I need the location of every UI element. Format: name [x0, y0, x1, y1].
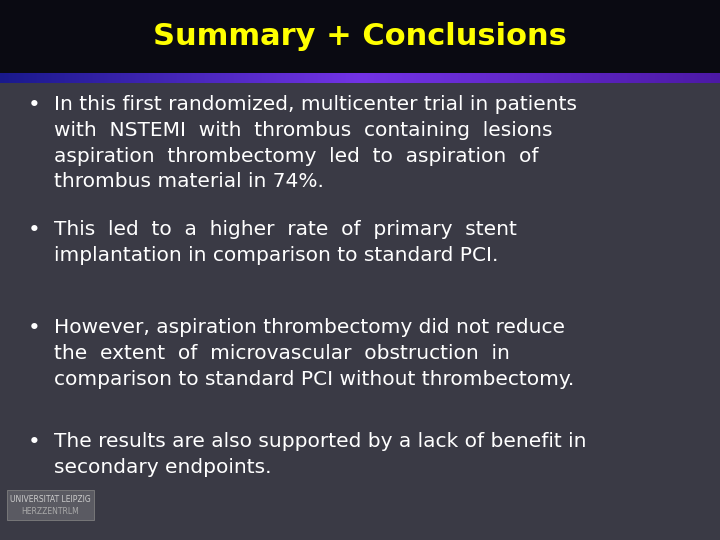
Text: thrombus material in 74%.: thrombus material in 74%. [54, 172, 324, 191]
Text: This  led  to  a  higher  rate  of  primary  stent: This led to a higher rate of primary ste… [54, 220, 517, 239]
Bar [7, 490, 94, 520]
Text: •: • [27, 432, 40, 452]
Text: The results are also supported by a lack of benefit in: The results are also supported by a lack… [54, 432, 587, 451]
Text: •: • [27, 95, 40, 115]
Text: •: • [27, 318, 40, 338]
Text: However, aspiration thrombectomy did not reduce: However, aspiration thrombectomy did not… [54, 318, 565, 337]
Text: HERZZENTRLM: HERZZENTRLM [22, 508, 79, 516]
Text: with  NSTEMI  with  thrombus  containing  lesions: with NSTEMI with thrombus containing les… [54, 121, 552, 140]
Text: secondary endpoints.: secondary endpoints. [54, 458, 271, 477]
Text: comparison to standard PCI without thrombectomy.: comparison to standard PCI without throm… [54, 369, 575, 389]
Text: the  extent  of  microvascular  obstruction  in: the extent of microvascular obstruction … [54, 344, 510, 363]
Text: In this first randomized, multicenter trial in patients: In this first randomized, multicenter tr… [54, 95, 577, 114]
Text: UNIVERSITAT LEIPZIG: UNIVERSITAT LEIPZIG [10, 495, 91, 504]
Text: implantation in comparison to standard PCI.: implantation in comparison to standard P… [54, 246, 498, 265]
Text: •: • [27, 220, 40, 240]
Text: Summary + Conclusions: Summary + Conclusions [153, 22, 567, 51]
Text: aspiration  thrombectomy  led  to  aspiration  of: aspiration thrombectomy led to aspiratio… [54, 146, 539, 166]
Bar [0, 0, 720, 73]
